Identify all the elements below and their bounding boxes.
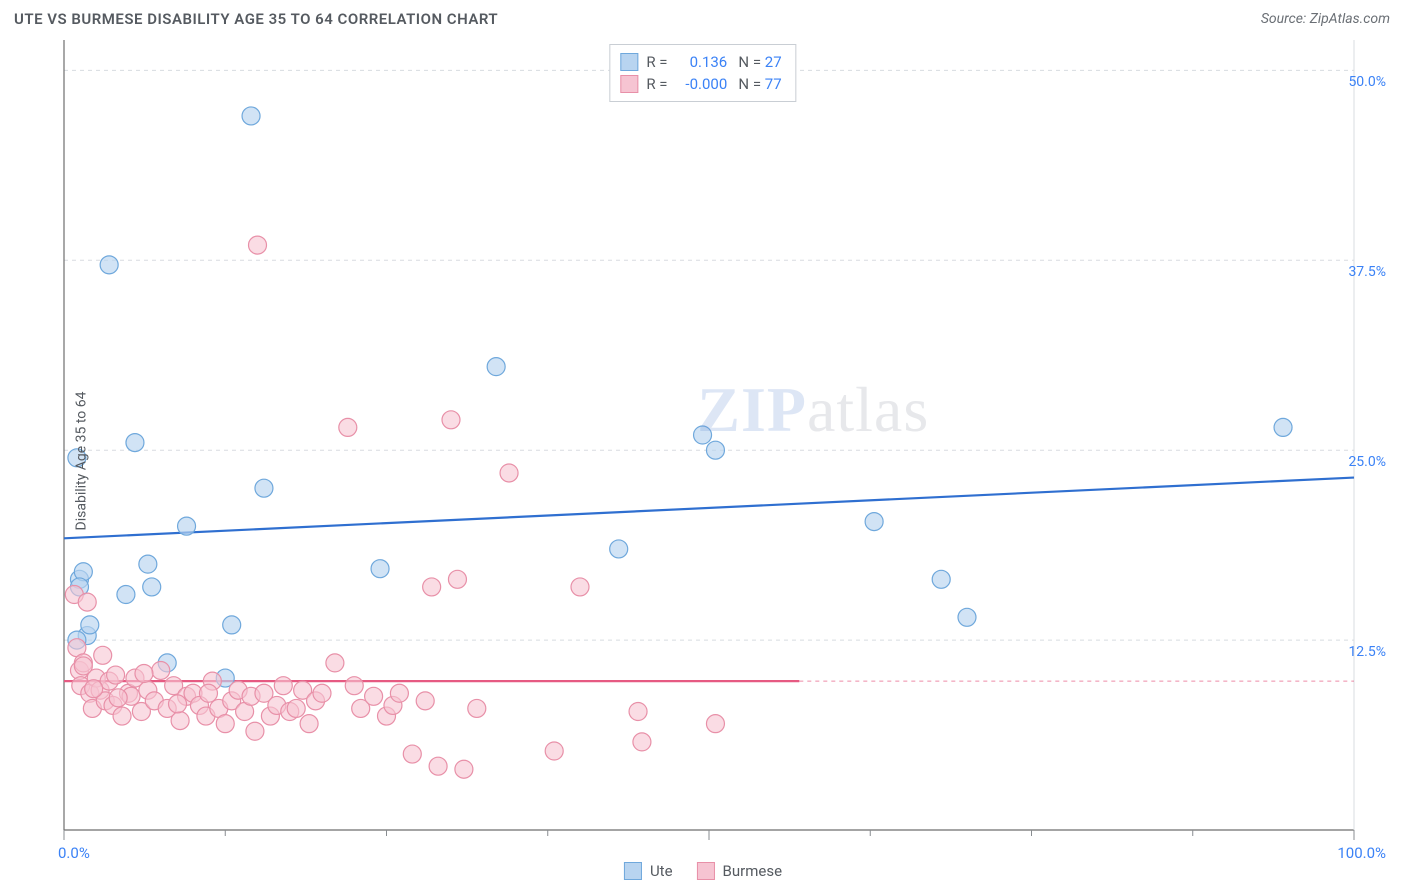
y-tick-label: 37.5% xyxy=(1348,264,1386,280)
source-label: Source: ZipAtlas.com xyxy=(1261,11,1390,27)
chart-container: Disability Age 35 to 64 ZIPatlas R = 0.1… xyxy=(14,40,1392,882)
header: UTE VS BURMESE DISABILITY AGE 35 TO 64 C… xyxy=(0,0,1406,34)
y-tick-label: 25.0% xyxy=(1348,454,1386,470)
swatch-burmese xyxy=(697,862,715,880)
legend-item: Burmese xyxy=(697,862,783,880)
stats-row: R = -0.000 N = 77 xyxy=(620,73,781,95)
swatch-ute xyxy=(620,53,638,71)
stats-legend: R = 0.136 N = 27 R = -0.000 N = 77 xyxy=(609,44,796,102)
series-legend: Ute Burmese xyxy=(624,862,782,880)
y-axis-title: Disability Age 35 to 64 xyxy=(73,392,89,531)
legend-label: Ute xyxy=(650,862,673,880)
swatch-ute xyxy=(624,862,642,880)
y-tick-label: 12.5% xyxy=(1348,644,1386,660)
x-axis-end-label: 100.0% xyxy=(1337,844,1386,862)
legend-item: Ute xyxy=(624,862,673,880)
x-axis-start-label: 0.0% xyxy=(58,844,90,862)
stats-row: R = 0.136 N = 27 xyxy=(620,51,781,73)
scatter-plot xyxy=(14,40,1392,882)
y-tick-label: 50.0% xyxy=(1348,74,1386,90)
legend-label: Burmese xyxy=(723,862,783,880)
chart-title: UTE VS BURMESE DISABILITY AGE 35 TO 64 C… xyxy=(14,10,498,28)
swatch-burmese xyxy=(620,75,638,93)
